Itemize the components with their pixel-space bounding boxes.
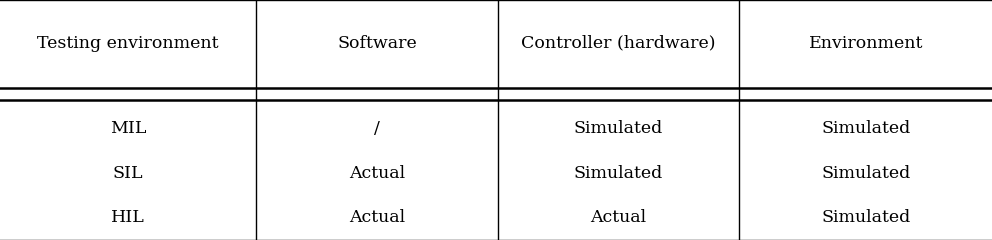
Text: MIL: MIL	[110, 120, 146, 137]
Text: Actual: Actual	[590, 209, 646, 226]
Text: Controller (hardware): Controller (hardware)	[521, 35, 715, 52]
Text: Software: Software	[337, 35, 417, 52]
Text: Simulated: Simulated	[573, 166, 663, 182]
Text: Environment: Environment	[808, 35, 924, 52]
Text: SIL: SIL	[113, 166, 143, 182]
Text: Testing environment: Testing environment	[38, 35, 218, 52]
Text: Simulated: Simulated	[821, 209, 911, 226]
Text: Actual: Actual	[349, 209, 405, 226]
Text: Simulated: Simulated	[821, 166, 911, 182]
Text: Simulated: Simulated	[573, 120, 663, 137]
Text: Actual: Actual	[349, 166, 405, 182]
Text: HIL: HIL	[111, 209, 145, 226]
Text: /: /	[374, 120, 380, 137]
Text: Simulated: Simulated	[821, 120, 911, 137]
